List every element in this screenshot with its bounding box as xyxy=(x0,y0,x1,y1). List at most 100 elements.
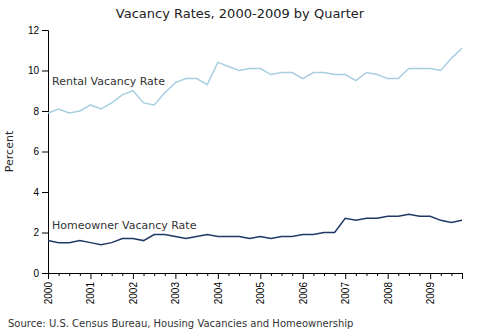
tick-mark xyxy=(356,273,357,276)
tick: 8 xyxy=(33,106,48,117)
tick-label: 2003 xyxy=(170,282,181,305)
series-label: Rental Vacancy Rate xyxy=(52,75,165,88)
tick-label: 4 xyxy=(33,187,39,198)
tick-mark xyxy=(42,192,48,193)
tick: 2006 xyxy=(298,273,309,304)
tick-label: 2004 xyxy=(213,282,224,305)
tick-mark xyxy=(48,273,49,279)
tick: 10 xyxy=(28,65,48,76)
tick xyxy=(409,273,410,276)
tick xyxy=(122,273,123,276)
tick-mark xyxy=(154,273,155,276)
tick xyxy=(112,273,113,276)
tick-mark xyxy=(430,273,431,279)
tick: 2 xyxy=(33,227,48,238)
tick: 0 xyxy=(33,268,48,279)
plot: 0246810122000200120022003200420052006200… xyxy=(28,25,463,305)
tick xyxy=(59,273,60,276)
series-line xyxy=(48,214,462,244)
tick xyxy=(441,273,442,276)
tick-mark xyxy=(144,273,145,276)
tick-mark xyxy=(250,273,251,276)
tick-mark xyxy=(420,273,421,276)
tick-mark xyxy=(271,273,272,276)
tick xyxy=(313,273,314,276)
tick-label: 2002 xyxy=(128,282,139,305)
tick-mark xyxy=(165,273,166,276)
tick-label: 10 xyxy=(28,65,40,76)
tick xyxy=(165,273,166,276)
tick-mark xyxy=(42,71,48,72)
tick-mark xyxy=(133,273,134,279)
tick xyxy=(377,273,378,276)
tick xyxy=(420,273,421,276)
tick xyxy=(80,273,81,276)
tick-mark xyxy=(59,273,60,276)
tick-mark xyxy=(42,30,48,31)
tick-mark xyxy=(112,273,113,276)
tick: 2001 xyxy=(85,273,96,304)
tick-mark xyxy=(197,273,198,276)
tick-label: 6 xyxy=(33,146,39,157)
axis-line xyxy=(49,274,463,280)
tick-mark xyxy=(42,273,48,274)
tick-mark xyxy=(239,273,240,276)
tick xyxy=(250,273,251,276)
tick-mark xyxy=(218,273,219,279)
tick-mark xyxy=(335,273,336,276)
tick xyxy=(366,273,367,276)
tick-label: 2 xyxy=(33,227,39,238)
tick-mark xyxy=(462,273,463,276)
chart: 0246810122000200120022003200420052006200… xyxy=(0,0,480,335)
tick-mark xyxy=(69,273,70,276)
tick: 2008 xyxy=(383,273,394,304)
tick-mark xyxy=(260,273,261,279)
tick: 12 xyxy=(28,25,48,36)
tick-mark xyxy=(292,273,293,276)
tick xyxy=(462,273,463,276)
tick xyxy=(228,273,229,276)
tick-mark xyxy=(313,273,314,276)
tick-mark xyxy=(441,273,442,276)
tick-mark xyxy=(80,273,81,276)
tick xyxy=(207,273,208,276)
tick xyxy=(271,273,272,276)
tick-mark xyxy=(409,273,410,276)
tick-label: 8 xyxy=(33,106,39,117)
tick xyxy=(335,273,336,276)
tick-label: 2001 xyxy=(85,282,96,305)
tick xyxy=(356,273,357,276)
tick-label: 2009 xyxy=(425,282,436,305)
tick xyxy=(154,273,155,276)
tick: 2004 xyxy=(213,273,224,304)
tick-mark xyxy=(398,273,399,276)
tick-mark xyxy=(42,152,48,153)
tick-mark xyxy=(377,273,378,276)
tick xyxy=(197,273,198,276)
tick: 2002 xyxy=(128,273,139,304)
tick-mark xyxy=(366,273,367,276)
tick-mark xyxy=(101,273,102,276)
tick: 4 xyxy=(33,187,48,198)
tick-mark xyxy=(207,273,208,276)
tick-mark xyxy=(345,273,346,279)
y-axis: 0 2 4 6 8 10 12 xyxy=(28,25,49,279)
tick: 2007 xyxy=(340,273,351,304)
tick xyxy=(398,273,399,276)
tick-mark xyxy=(282,273,283,276)
tick: 6 xyxy=(33,146,48,157)
tick: 2003 xyxy=(170,273,181,304)
tick-mark xyxy=(90,273,91,279)
tick-label: 12 xyxy=(28,25,40,36)
tick-label: 2000 xyxy=(43,282,54,305)
tick xyxy=(101,273,102,276)
tick xyxy=(144,273,145,276)
tick xyxy=(324,273,325,276)
tick-mark xyxy=(42,111,48,112)
lines xyxy=(48,48,462,244)
axis-title: Percent xyxy=(3,130,16,172)
series-label: Homeowner Vacancy Rate xyxy=(52,219,197,232)
tick-mark xyxy=(228,273,229,276)
tick-label: 2007 xyxy=(340,282,351,305)
tick-mark xyxy=(451,273,452,276)
